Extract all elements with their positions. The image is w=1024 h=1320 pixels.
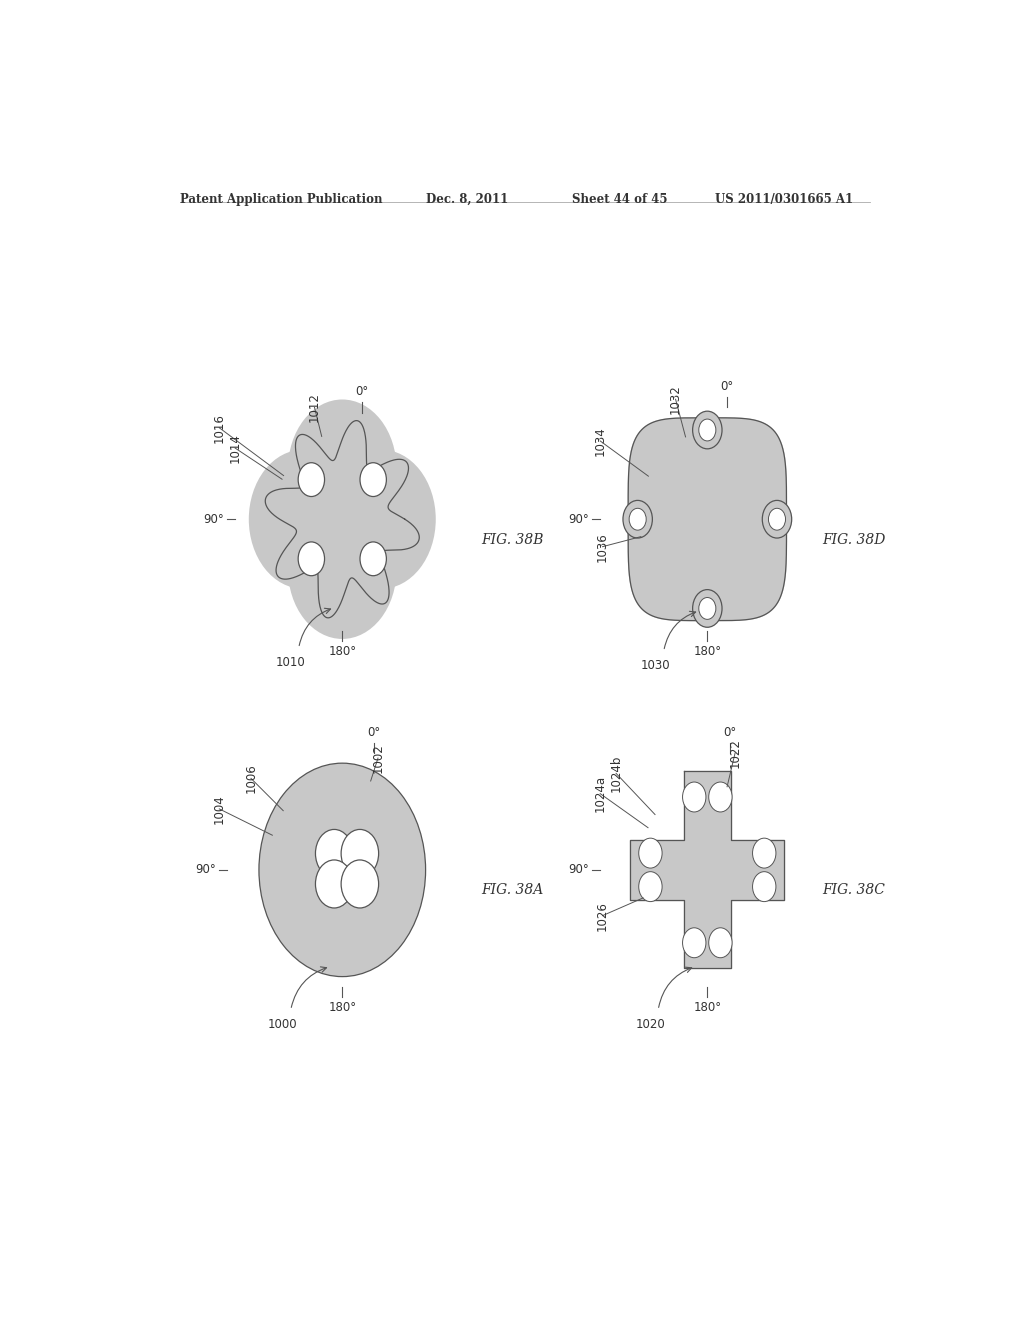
Text: 1036: 1036 (596, 532, 609, 561)
Circle shape (298, 463, 325, 496)
Text: FIG. 38C: FIG. 38C (822, 883, 886, 898)
Circle shape (753, 871, 776, 902)
Text: 180°: 180° (329, 1001, 356, 1014)
Text: 1006: 1006 (245, 763, 257, 793)
Circle shape (249, 450, 357, 589)
Circle shape (698, 598, 716, 619)
Text: 1004: 1004 (213, 795, 225, 824)
Text: 1012: 1012 (308, 392, 321, 422)
Polygon shape (628, 418, 786, 620)
Circle shape (623, 500, 652, 539)
Text: 0°: 0° (355, 385, 369, 399)
Circle shape (315, 859, 353, 908)
Text: 1034: 1034 (594, 426, 606, 455)
Text: 1030: 1030 (641, 660, 671, 672)
Circle shape (683, 781, 706, 812)
Text: 1014: 1014 (228, 433, 242, 463)
Text: 90°: 90° (196, 863, 216, 876)
Text: FIG. 38D: FIG. 38D (822, 532, 886, 546)
Circle shape (288, 400, 396, 539)
Circle shape (315, 829, 353, 878)
Circle shape (639, 838, 663, 869)
Text: 180°: 180° (693, 1001, 721, 1014)
Polygon shape (631, 771, 784, 969)
Text: 1000: 1000 (268, 1018, 298, 1031)
Text: FIG. 38B: FIG. 38B (481, 532, 544, 546)
Text: 180°: 180° (329, 645, 356, 659)
Text: 180°: 180° (693, 645, 721, 659)
Circle shape (709, 928, 732, 958)
Text: 1020: 1020 (635, 1018, 665, 1031)
Text: 90°: 90° (568, 512, 589, 525)
Text: Dec. 8, 2011: Dec. 8, 2011 (426, 193, 508, 206)
Circle shape (360, 463, 386, 496)
Text: 90°: 90° (204, 512, 224, 525)
Text: 1016: 1016 (213, 413, 225, 442)
Circle shape (762, 500, 792, 539)
Circle shape (629, 508, 646, 531)
Circle shape (692, 590, 722, 627)
Circle shape (259, 763, 426, 977)
Circle shape (360, 543, 386, 576)
Circle shape (341, 859, 379, 908)
Text: 1032: 1032 (669, 384, 682, 414)
Circle shape (698, 418, 716, 441)
Text: 1024a: 1024a (594, 775, 606, 812)
Text: US 2011/0301665 A1: US 2011/0301665 A1 (715, 193, 853, 206)
Text: FIG. 38A: FIG. 38A (481, 883, 544, 898)
Circle shape (341, 829, 379, 878)
Text: 0°: 0° (721, 380, 734, 393)
Text: 1026: 1026 (596, 900, 609, 931)
Text: 1010: 1010 (275, 656, 305, 669)
Text: Patent Application Publication: Patent Application Publication (179, 193, 382, 206)
Polygon shape (265, 421, 419, 618)
Circle shape (692, 411, 722, 449)
Circle shape (298, 543, 325, 576)
Text: 1002: 1002 (372, 743, 384, 774)
Text: 90°: 90° (568, 863, 589, 876)
Text: 1022: 1022 (729, 738, 741, 768)
Text: Sheet 44 of 45: Sheet 44 of 45 (572, 193, 668, 206)
Text: 1024b: 1024b (609, 755, 623, 792)
Circle shape (288, 500, 396, 639)
Text: 0°: 0° (723, 726, 736, 739)
Circle shape (709, 781, 732, 812)
Circle shape (753, 838, 776, 869)
Circle shape (768, 508, 785, 531)
Circle shape (639, 871, 663, 902)
Text: 0°: 0° (368, 726, 381, 739)
Circle shape (328, 450, 436, 589)
Circle shape (683, 928, 706, 958)
